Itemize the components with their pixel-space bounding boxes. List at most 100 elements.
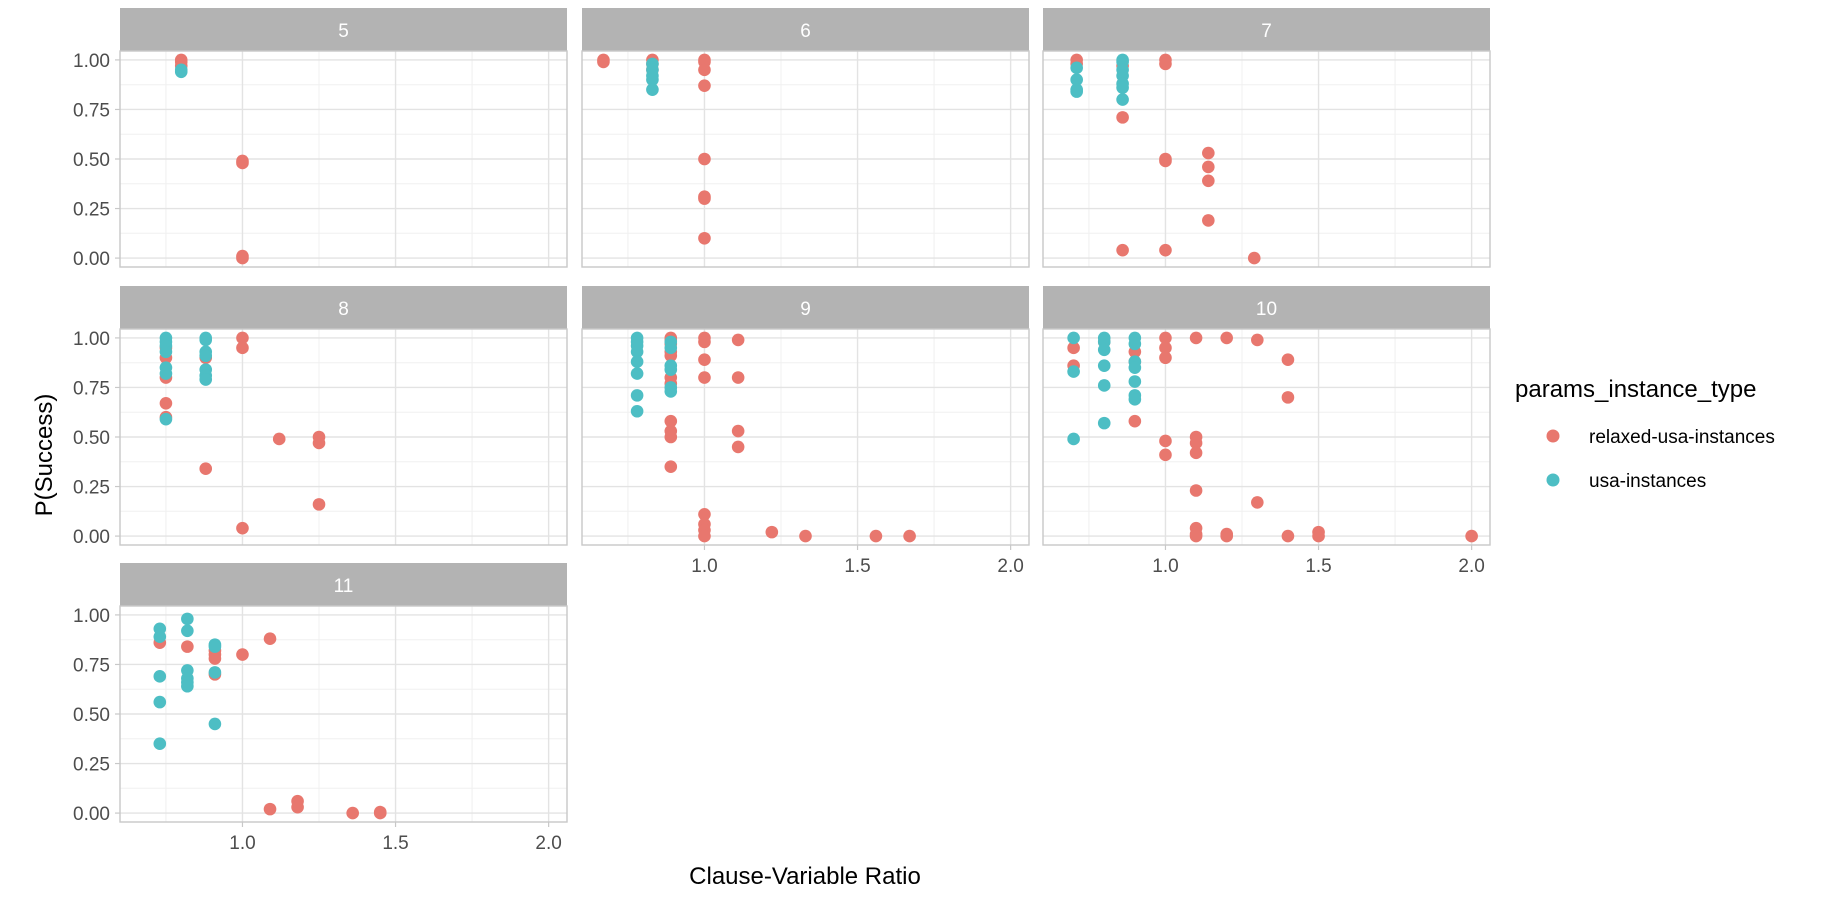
data-point-relaxed-usa-instances (799, 529, 812, 543)
x-tick-label: 1.0 (229, 833, 255, 854)
data-point-usa-instances (181, 624, 194, 638)
data-point-usa-instances (199, 373, 213, 386)
data-point-usa-instances (159, 345, 173, 359)
legend-label-relaxed-usa-instances: relaxed-usa-instances (1589, 427, 1775, 448)
data-point-usa-instances (1067, 365, 1080, 378)
data-point-usa-instances (1097, 379, 1111, 392)
y-tick-label: 0.50 (73, 705, 110, 726)
data-point-usa-instances (174, 65, 188, 79)
data-point-relaxed-usa-instances (199, 462, 213, 476)
data-point-relaxed-usa-instances (731, 371, 745, 384)
data-point-relaxed-usa-instances (1159, 448, 1172, 462)
data-point-usa-instances (1116, 81, 1129, 94)
data-point-relaxed-usa-instances (236, 341, 249, 355)
data-point-usa-instances (208, 666, 222, 679)
facet-panel-5: 5 0.00 0.25 0.50 0.75 1.00 (73, 8, 568, 270)
data-point-usa-instances (646, 73, 659, 87)
data-point-relaxed-usa-instances (236, 648, 249, 661)
x-tick-label: 2.0 (535, 833, 561, 854)
data-point-relaxed-usa-instances (1281, 529, 1295, 543)
data-point-usa-instances (159, 412, 173, 426)
data-point-usa-instances (1067, 331, 1080, 345)
data-point-relaxed-usa-instances (698, 192, 711, 205)
data-point-relaxed-usa-instances (1159, 351, 1172, 365)
data-point-relaxed-usa-instances (1281, 391, 1295, 404)
data-point-usa-instances (153, 630, 167, 644)
data-point-relaxed-usa-instances (236, 331, 249, 345)
data-point-relaxed-usa-instances (1220, 331, 1233, 345)
data-point-usa-instances (159, 367, 173, 380)
facet-strip-label: 6 (800, 21, 811, 42)
facet-panel-7: 7 (1042, 8, 1491, 268)
data-point-relaxed-usa-instances (1202, 160, 1215, 174)
facet-strip (120, 563, 567, 606)
data-point-relaxed-usa-instances (1159, 154, 1172, 168)
data-point-usa-instances (630, 404, 644, 418)
data-point-relaxed-usa-instances (698, 79, 711, 92)
data-point-relaxed-usa-instances (1202, 214, 1215, 227)
facet-panel-11: 11 0.00 0.25 0.50 0.75 1.00 1.0 1.5 2.0 (73, 563, 568, 854)
data-point-usa-instances (1097, 359, 1111, 372)
x-tick-label: 1.5 (382, 833, 408, 854)
data-point-usa-instances (630, 355, 644, 368)
data-point-usa-instances (630, 345, 644, 359)
legend-key-usa-instances (1546, 473, 1560, 487)
data-point-relaxed-usa-instances (698, 507, 711, 521)
data-point-usa-instances (1128, 393, 1142, 406)
legend-key-relaxed-usa-instances (1546, 429, 1560, 443)
y-tick-label: 0.50 (73, 428, 110, 449)
data-point-relaxed-usa-instances (664, 430, 678, 444)
data-point-usa-instances (1097, 416, 1111, 430)
data-point-relaxed-usa-instances (236, 251, 249, 265)
data-point-relaxed-usa-instances (698, 63, 711, 77)
data-point-relaxed-usa-instances (181, 640, 194, 653)
data-point-relaxed-usa-instances (1189, 436, 1203, 450)
data-point-usa-instances (153, 737, 167, 751)
data-point-usa-instances (153, 670, 167, 683)
y-tick-label: 0.75 (73, 655, 110, 676)
data-point-relaxed-usa-instances (1281, 353, 1295, 367)
facet-strip (582, 8, 1029, 51)
x-tick-label: 1.5 (1305, 556, 1331, 577)
data-point-usa-instances (199, 333, 213, 347)
y-tick-label: 0.25 (73, 200, 110, 221)
data-point-usa-instances (1067, 432, 1080, 446)
data-point-relaxed-usa-instances (1159, 243, 1172, 257)
facet-panel-6: 6 (581, 8, 1030, 268)
data-point-usa-instances (208, 640, 222, 653)
facet-panel-9: 9 1.0 1.5 2.0 (581, 286, 1030, 577)
facet-panels: 5 0.00 0.25 0.50 0.75 1.00 6 7 8 0.00 0.25 0.50 0.75… (73, 8, 1491, 854)
facet-strip-label: 9 (800, 299, 811, 320)
data-point-relaxed-usa-instances (698, 335, 711, 349)
y-tick-label: 1.00 (73, 51, 110, 72)
data-point-relaxed-usa-instances (236, 521, 249, 535)
facet-strip (1043, 8, 1490, 51)
data-point-relaxed-usa-instances (1189, 529, 1203, 543)
data-point-relaxed-usa-instances (1251, 333, 1264, 347)
data-point-relaxed-usa-instances (698, 529, 711, 543)
data-point-relaxed-usa-instances (731, 424, 745, 438)
data-point-relaxed-usa-instances (272, 432, 286, 446)
data-point-relaxed-usa-instances (664, 414, 678, 428)
data-point-relaxed-usa-instances (312, 498, 326, 511)
y-tick-label: 0.25 (73, 755, 110, 776)
data-point-relaxed-usa-instances (1159, 331, 1172, 345)
data-point-usa-instances (199, 349, 213, 363)
x-tick-label: 2.0 (1458, 556, 1484, 577)
data-point-relaxed-usa-instances (698, 371, 711, 384)
data-point-usa-instances (1128, 337, 1142, 351)
data-point-relaxed-usa-instances (1189, 331, 1203, 345)
data-point-relaxed-usa-instances (1312, 529, 1325, 543)
data-point-relaxed-usa-instances (731, 440, 745, 454)
data-point-relaxed-usa-instances (664, 460, 678, 474)
data-point-relaxed-usa-instances (869, 529, 883, 543)
data-point-relaxed-usa-instances (698, 152, 711, 166)
data-point-relaxed-usa-instances (1128, 414, 1142, 428)
x-tick-label: 1.0 (691, 556, 717, 577)
data-point-relaxed-usa-instances (346, 806, 359, 820)
data-point-relaxed-usa-instances (1159, 57, 1172, 71)
data-point-usa-instances (1128, 361, 1142, 374)
facet-strip (1043, 286, 1490, 329)
y-tick-label: 0.75 (73, 100, 110, 121)
data-point-relaxed-usa-instances (1116, 111, 1129, 124)
